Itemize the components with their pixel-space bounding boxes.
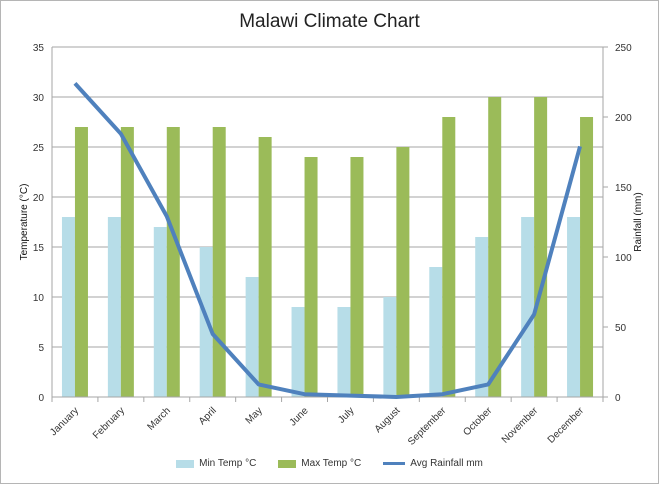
bar-max-november xyxy=(534,97,548,397)
y-tick-label: 30 xyxy=(33,93,45,104)
bar-max-may xyxy=(258,137,272,397)
bar-min-august xyxy=(383,297,397,397)
x-tick-label: August xyxy=(373,405,403,435)
bar-min-september xyxy=(429,267,443,397)
bar-max-june xyxy=(304,157,318,397)
x-tick-label: April xyxy=(197,405,219,427)
x-tick-label: June xyxy=(288,405,311,428)
x-tick-label: November xyxy=(500,405,541,446)
legend-swatch-rain xyxy=(383,462,406,465)
bar-min-june xyxy=(291,307,305,397)
bar-max-january xyxy=(74,127,88,397)
legend-item-rain: Avg Rainfall mm xyxy=(383,458,483,469)
x-tick-label: January xyxy=(48,405,81,438)
bar-max-december xyxy=(580,117,594,397)
bar-max-february xyxy=(120,127,134,397)
y2-tick-label: 100 xyxy=(615,253,632,264)
y-tick-label: 15 xyxy=(33,243,45,254)
y-tick-label: 0 xyxy=(38,393,44,404)
bar-max-september xyxy=(442,117,456,397)
y2-tick-label: 0 xyxy=(615,393,621,404)
legend-item-min: Min Temp °C xyxy=(176,458,256,469)
bar-max-july xyxy=(350,157,364,397)
y2-tick-label: 250 xyxy=(615,43,632,54)
legend-item-max: Max Temp °C xyxy=(278,458,361,469)
y-tick-label: 5 xyxy=(38,343,44,354)
y2-tick-label: 150 xyxy=(615,183,632,194)
y-axis-label: Temperature (°C) xyxy=(19,184,30,261)
y-tick-label: 20 xyxy=(33,193,45,204)
x-tick-label: May xyxy=(244,405,265,426)
legend-label-min: Min Temp °C xyxy=(199,458,257,469)
bar-max-october xyxy=(488,97,502,397)
bar-max-april xyxy=(212,127,226,397)
bar-min-october xyxy=(475,237,489,397)
y2-axis-label: Rainfall (mm) xyxy=(633,192,644,251)
bar-min-november xyxy=(521,217,535,397)
legend-swatch-min xyxy=(176,459,195,468)
x-tick-label: July xyxy=(336,405,356,425)
bar-min-july xyxy=(337,307,351,397)
y-tick-label: 35 xyxy=(33,43,45,54)
bar-max-march xyxy=(166,127,180,397)
x-tick-label: December xyxy=(546,405,587,446)
legend-label-max: Max Temp °C xyxy=(301,458,362,469)
y2-tick-label: 200 xyxy=(615,113,632,124)
legend-swatch-max xyxy=(278,459,297,468)
bar-min-may xyxy=(245,277,259,397)
rainfall-line xyxy=(73,82,582,399)
y-tick-label: 10 xyxy=(33,293,45,304)
bar-max-august xyxy=(396,147,410,397)
chart-title: Malawi Climate Chart xyxy=(239,11,420,32)
x-tick-label: March xyxy=(145,405,172,432)
x-tick-label: February xyxy=(91,405,127,441)
legend: Min Temp °C Max Temp °C Avg Rainfall mm xyxy=(1,458,658,469)
y2-tick-label: 50 xyxy=(615,323,627,334)
bar-min-february xyxy=(107,217,121,397)
bar-min-march xyxy=(153,227,167,397)
bar-min-december xyxy=(567,217,581,397)
y-tick-label: 25 xyxy=(33,143,45,154)
bar-min-january xyxy=(61,217,75,397)
x-tick-label: September xyxy=(406,405,449,448)
x-tick-label: October xyxy=(461,405,494,438)
legend-label-rain: Avg Rainfall mm xyxy=(410,458,483,469)
